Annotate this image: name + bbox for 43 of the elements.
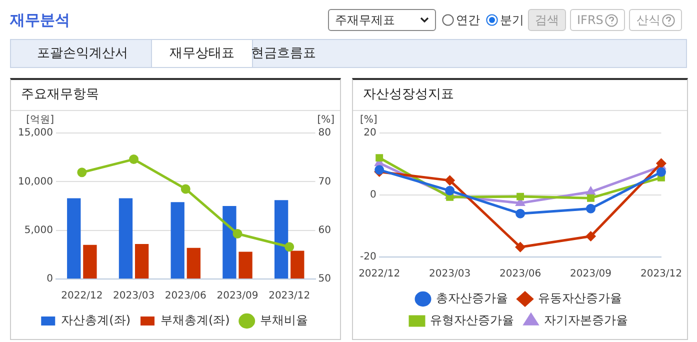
legend-label: 유동자산증가율 — [538, 291, 622, 306]
x-tick-label: 2023/12 — [268, 290, 310, 302]
x-tick-label: 2023/03 — [429, 268, 471, 280]
text: 포괄손익계산서 — [37, 45, 128, 63]
x-tick-label: 2023/06 — [500, 268, 542, 280]
y-tick-label: 15,000 — [18, 128, 53, 139]
y-tick-label: -20 — [360, 252, 376, 263]
chart-title: 주요재무항목 — [11, 80, 340, 111]
chart-title: 자산성장성지표 — [353, 80, 687, 111]
text: 주재무제표 — [335, 12, 395, 28]
x-tick-label: 2023/09 — [570, 268, 612, 280]
x-tick-label: 2023/06 — [164, 290, 206, 302]
x-tick-label: 2023/09 — [216, 290, 258, 302]
text: 검색 — [528, 9, 566, 31]
x-tick-label: 2022/12 — [358, 268, 400, 280]
y2-tick-label: 80 — [318, 128, 332, 139]
y2-tick-label: 60 — [318, 224, 332, 236]
y-axis-title: [억원] — [26, 114, 54, 126]
text: 현금흐름표 — [251, 45, 316, 63]
y2-tick-label: 50 — [318, 274, 332, 285]
y2-axis-title: [%] — [317, 114, 335, 126]
legend-label: 자산총계(좌) — [61, 313, 131, 328]
y-tick-label: 5,000 — [24, 224, 53, 236]
y2-tick-label: 70 — [318, 176, 332, 188]
legend-label: 부채총계(좌) — [160, 313, 230, 328]
text: 분기 — [499, 12, 524, 28]
y-tick-label: 20 — [364, 128, 376, 139]
legend-label: 자기자본증가율 — [544, 313, 628, 328]
legend-label: 부채비율 — [260, 313, 308, 328]
y-tick-label: 0 — [46, 274, 53, 285]
y-tick-label: 0 — [370, 190, 376, 201]
x-tick-label: 2022/12 — [61, 290, 103, 302]
y-axis-title: [%] — [360, 114, 378, 126]
y-tick-label: 10,000 — [18, 176, 53, 188]
x-tick-label: 2023/03 — [113, 290, 155, 302]
text: 연간 — [455, 12, 480, 28]
legend-label: 유형자산증가율 — [430, 313, 514, 328]
x-tick-label: 2023/12 — [640, 268, 682, 280]
text: 재무상태표 — [170, 46, 234, 61]
legend-label: 총자산증가율 — [436, 291, 508, 306]
text: IFRS — [570, 9, 626, 31]
text: 산식 — [629, 9, 682, 31]
text: 재무분석 — [10, 11, 70, 30]
